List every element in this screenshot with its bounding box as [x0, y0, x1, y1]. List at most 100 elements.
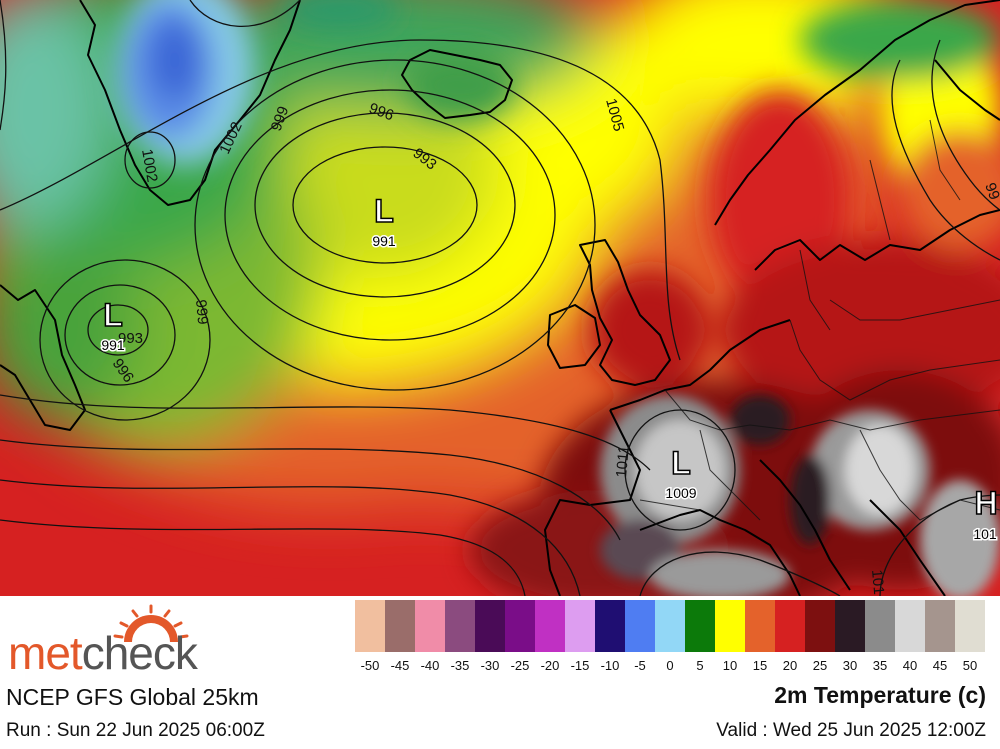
isobar-label: 1002 — [138, 148, 161, 184]
legend-swatch — [385, 600, 415, 652]
greenland-coast — [79, 0, 301, 206]
low-pressure-symbol: L — [671, 445, 691, 481]
legend-swatch — [565, 600, 595, 652]
legend-tick-label: 0 — [666, 658, 674, 673]
model-name: NCEP GFS Global 25km — [6, 684, 259, 710]
legend-swatch — [745, 600, 775, 652]
italy-coast — [759, 459, 851, 591]
metcheck-logo[interactable]: metcheck — [6, 604, 236, 676]
isobar-label: 99 — [981, 181, 1000, 202]
isobar-greenland-top — [189, 0, 301, 27]
isobar-south-3 — [0, 479, 581, 596]
low-pressure-centre: L 1009 — [664, 444, 698, 502]
legend-swatch — [595, 600, 625, 652]
low-pressure-value: 991 — [101, 337, 125, 353]
legend-swatch — [715, 600, 745, 652]
legend-tick-label: 30 — [842, 658, 858, 673]
isobar-finland-2 — [931, 39, 1000, 211]
legend-tick-label: 50 — [962, 658, 978, 673]
isobar-west-999 — [39, 259, 211, 421]
finland-coast — [934, 59, 1000, 121]
isobar-996 — [254, 112, 516, 298]
legend-swatch — [805, 600, 835, 652]
scandinavia-coast — [714, 0, 1000, 226]
north-europe-coast — [609, 319, 791, 411]
legend-tick-label: -45 — [390, 658, 410, 673]
isobars — [0, 0, 1000, 596]
isobar-label: 993 — [118, 330, 143, 347]
low-pressure-centre: L 991 — [100, 296, 127, 354]
isobar-greenland-1002 — [124, 131, 176, 189]
isobar-south-1 — [0, 394, 651, 471]
low-pressure-value: 1009 — [665, 485, 696, 501]
logo-met: met — [8, 627, 83, 679]
isobar-label: 101 — [868, 569, 887, 595]
run-time: Run : Sun 22 Jun 2025 06:00Z — [6, 720, 265, 741]
legend-tick-label: -5 — [634, 658, 646, 673]
footer-panel: metcheck -50 -45 -40 -35 -30 -25 -20 -15 -10 -5 0 5… — [0, 596, 1000, 749]
legend-tick-label: -50 — [360, 658, 380, 673]
parameter-title: 2m Temperature (c) — [774, 682, 986, 708]
legend-tick-label: -20 — [540, 658, 560, 673]
isobar-west-993 — [87, 304, 149, 356]
legend-ticks: -50 -45 -40 -35 -30 -25 -20 -15 -10 -5 0 5 10 15 20 25 3… — [355, 658, 985, 674]
britain-coast — [579, 239, 671, 386]
legend-swatch — [625, 600, 655, 652]
legend-swatch — [775, 600, 805, 652]
iceland-coast — [401, 49, 513, 119]
legend-swatches — [355, 600, 985, 652]
isobar-993 — [292, 146, 478, 264]
legend-tick-label: -25 — [510, 658, 530, 673]
low-pressure-value: 991 — [372, 233, 396, 249]
legend-swatch — [925, 600, 955, 652]
balkan-coast — [869, 499, 946, 596]
temperature-field — [0, 0, 1000, 596]
ireland-coast — [547, 304, 601, 369]
isobar-1011 — [624, 409, 736, 531]
isobar-south-2 — [0, 439, 621, 541]
high-pressure-symbol: H — [974, 485, 997, 521]
legend-tick-label: -35 — [450, 658, 470, 673]
legend-tick-label: -10 — [600, 658, 620, 673]
legend-swatch — [895, 600, 925, 652]
isobar-finland — [891, 59, 1000, 261]
legend-swatch — [505, 600, 535, 652]
isobar-edge-west — [0, 0, 7, 131]
legend-swatch — [415, 600, 445, 652]
legend-tick-label: 5 — [696, 658, 704, 673]
legend-swatch — [355, 600, 385, 652]
high-pressure-value: 101 — [973, 526, 997, 542]
isobar-label: 1011 — [613, 445, 633, 479]
legend-tick-label: 45 — [932, 658, 948, 673]
legend-swatch — [685, 600, 715, 652]
low-pressure-symbol: L — [103, 297, 123, 333]
legend-tick-label: 10 — [722, 658, 738, 673]
legend-swatch — [955, 600, 985, 652]
legend-swatch — [475, 600, 505, 652]
legend-tick-label: 15 — [752, 658, 768, 673]
isobar-south-4 — [0, 519, 526, 596]
low-pressure-symbol: L — [374, 193, 394, 229]
pressure-systems: L 991 L 991 L 1009 H 101 — [100, 192, 999, 543]
legend-swatch — [865, 600, 895, 652]
legend-tick-label: 40 — [902, 658, 918, 673]
coastlines — [0, 0, 1000, 596]
isobar-999 — [224, 89, 556, 341]
legend-tick-label: 25 — [812, 658, 828, 673]
legend-swatch — [535, 600, 565, 652]
newfoundland-coast — [0, 284, 86, 431]
isobar-med — [639, 551, 841, 596]
logo-check: check — [81, 627, 198, 679]
isobar-1002 — [194, 59, 596, 391]
temperature-map: 1002 1002 999 996 993 1005 999 993 996 1… — [0, 0, 1000, 596]
isobar-1005 — [0, 39, 681, 361]
baltic-coast — [754, 209, 1000, 271]
legend-tick-label: 20 — [782, 658, 798, 673]
valid-time: Valid : Wed 25 Jun 2025 12:00Z — [716, 720, 986, 741]
legend-swatch — [835, 600, 865, 652]
isobar-west-996 — [64, 284, 176, 386]
isobar-east — [879, 494, 1000, 596]
legend-tick-label: -15 — [570, 658, 590, 673]
low-pressure-centre: L 991 — [371, 192, 398, 250]
legend-swatch — [655, 600, 685, 652]
